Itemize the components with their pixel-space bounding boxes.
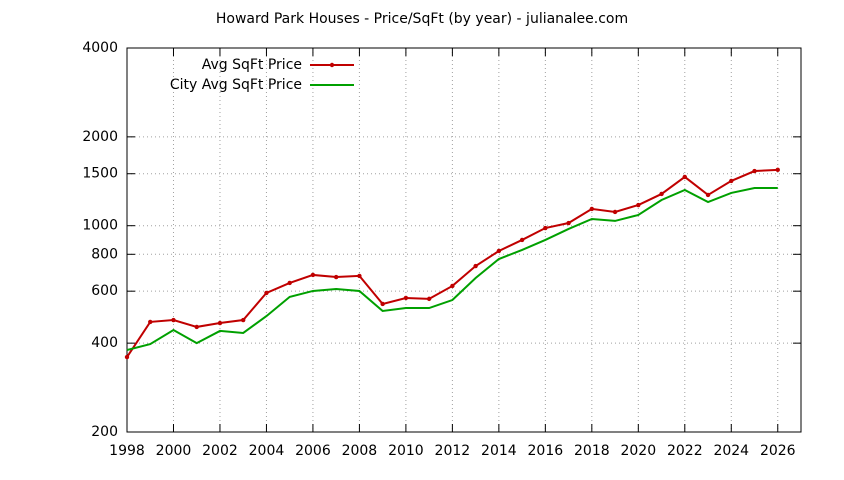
x-tick-label: 2004 [249,443,285,459]
legend-marker [329,62,335,68]
x-tick-label: 2024 [713,443,749,459]
data-line [126,186,778,352]
data-point [124,354,130,360]
legend-label: Avg SqFt Price [202,57,302,73]
data-point [543,225,548,231]
chart-title: Howard Park Houses - Price/SqFt (by year… [216,11,628,27]
x-tick-label: 2016 [528,443,564,459]
x-tick-label: 2008 [342,443,378,459]
y-tick-label: 1500 [82,166,118,182]
data-point [310,272,316,278]
data-point [752,168,757,174]
data-point [217,320,223,326]
data-point [589,206,595,212]
data-point [705,192,711,198]
x-tick-label: 2020 [620,443,656,459]
data-point [496,248,502,254]
data-point [194,324,199,330]
x-tick-label: 2012 [435,443,471,459]
y-tick-label: 600 [91,283,118,299]
x-tick-label: 2006 [295,443,331,459]
y-tick-label: 200 [91,424,118,440]
data-point [636,202,641,208]
data-point [659,191,664,197]
data-point [612,209,618,215]
y-tick-label: 800 [91,246,118,262]
x-tick-label: 1998 [109,443,145,459]
data-point [473,263,478,269]
data-point [519,237,525,243]
data-point [775,167,780,173]
data-point [403,295,409,301]
x-tick-label: 2002 [202,443,238,459]
data-point [566,220,571,226]
data-point [450,283,455,289]
x-tick-label: 2026 [760,443,796,459]
y-tick-label: 400 [91,335,118,351]
data-point [148,319,153,325]
x-tick-label: 2018 [574,443,610,459]
data-point [729,178,734,184]
data-point [171,317,176,323]
data-point [426,296,432,302]
data-point [287,280,292,286]
data-point [241,317,246,323]
data-point [264,290,269,296]
legend-label: City Avg SqFt Price [170,77,302,93]
data-point [357,273,362,279]
data-point [682,174,687,180]
data-point [333,274,339,280]
data-point [380,301,385,307]
x-tick-label: 2000 [156,443,192,459]
x-tick-label: 2022 [667,443,703,459]
y-tick-label: 2000 [82,129,118,145]
y-tick-label: 4000 [82,40,118,56]
x-tick-label: 2014 [481,443,517,459]
x-tick-label: 2010 [388,443,424,459]
plot-frame [126,47,802,433]
y-tick-label: 1000 [82,218,118,234]
